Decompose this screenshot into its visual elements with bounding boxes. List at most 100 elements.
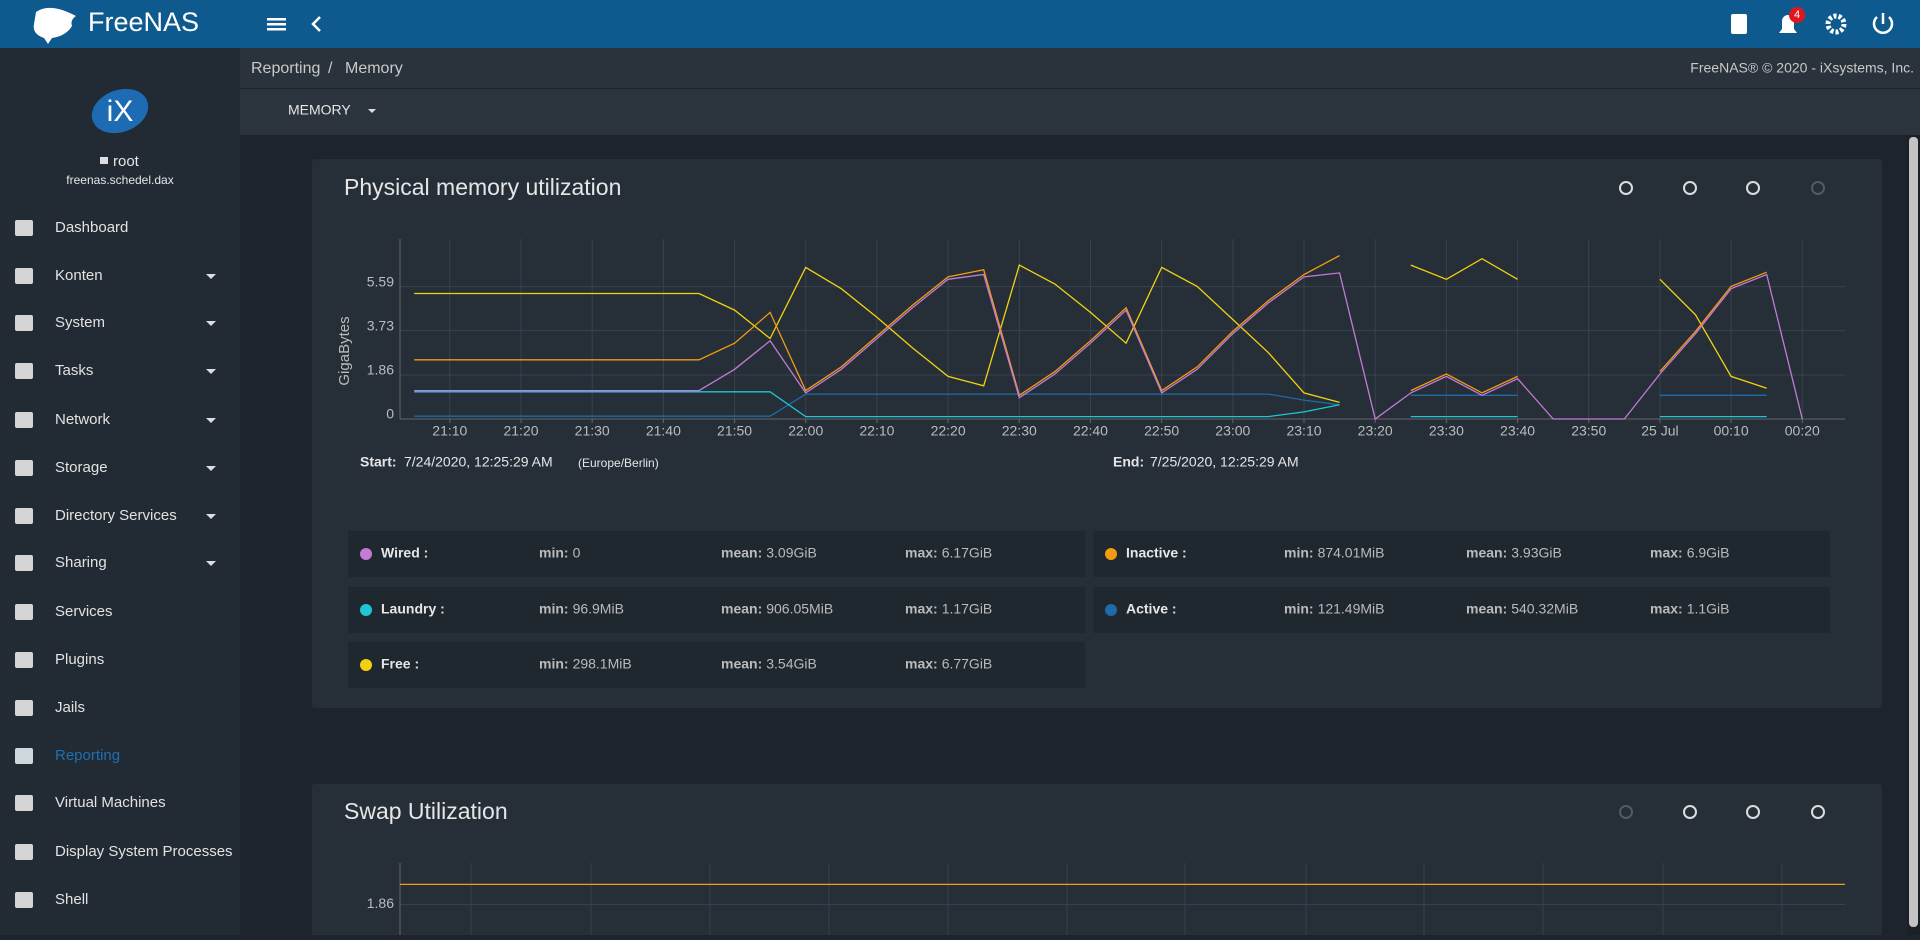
stat-value: 6.17GiB bbox=[942, 545, 993, 561]
scrollbar-thumb[interactable] bbox=[1909, 137, 1918, 927]
breadcrumb-item: Memory bbox=[345, 60, 403, 77]
stat-label: min: bbox=[539, 545, 569, 561]
x-tick-label: 22:10 bbox=[859, 423, 894, 439]
menu-item[interactable]: Directory Services bbox=[15, 507, 216, 524]
stat-label: mean: bbox=[721, 601, 762, 617]
tasks-button[interactable] bbox=[1731, 14, 1747, 34]
series-line bbox=[414, 257, 1767, 404]
menu-item[interactable]: Sharing bbox=[15, 554, 216, 571]
settings-button[interactable] bbox=[1825, 13, 1847, 35]
menu-item[interactable]: Reporting bbox=[15, 747, 120, 764]
memory-chart: Physical memory utilization GigaBytes 0 1.8… bbox=[336, 174, 1845, 688]
y-tick-label: 0 bbox=[386, 406, 394, 422]
menu-item[interactable]: Display System Processes bbox=[15, 843, 233, 860]
menu-item[interactable]: Jails bbox=[15, 699, 85, 716]
back-button[interactable] bbox=[311, 16, 321, 32]
legend-item[interactable]: Active : min: 121.49MiB mean: 540.32MiB max: 1… bbox=[1093, 587, 1830, 633]
menu-item[interactable]: Shell bbox=[15, 891, 88, 908]
menu-label: Shell bbox=[55, 891, 88, 908]
stat-label: mean: bbox=[721, 545, 762, 561]
menu-item[interactable]: Konten bbox=[15, 267, 216, 284]
menu-icon bbox=[15, 412, 33, 428]
icon-bar bbox=[267, 23, 286, 26]
menu-label: System bbox=[55, 314, 105, 331]
stat-value: 96.9MiB bbox=[573, 601, 624, 617]
legend-item[interactable]: Wired : min: 0 mean: 3.09GiB max: 6.17GiB bbox=[348, 531, 1085, 577]
start-label: Start: bbox=[360, 454, 397, 470]
host: freenas.schedel.dax bbox=[66, 173, 173, 187]
chart-control[interactable] bbox=[1811, 181, 1825, 195]
y-tick-label: 3.73 bbox=[367, 317, 394, 333]
stat-value: 874.01MiB bbox=[1318, 545, 1385, 561]
user: root bbox=[113, 153, 140, 170]
brand: FreeNAS bbox=[88, 7, 199, 37]
menu-icon bbox=[15, 460, 33, 476]
stat-value: 3.93GiB bbox=[1511, 545, 1562, 561]
stat-value: 3.09GiB bbox=[766, 545, 817, 561]
series-line bbox=[414, 393, 1767, 417]
expand-arrow bbox=[206, 274, 216, 279]
x-tick-label: 22:40 bbox=[1073, 423, 1108, 439]
menu-item[interactable]: Dashboard bbox=[15, 219, 128, 236]
legend-row bbox=[348, 587, 1085, 633]
x-tick-label: 22:20 bbox=[931, 423, 966, 439]
menu-icon bbox=[15, 555, 33, 571]
stat-label: max: bbox=[1650, 601, 1683, 617]
chart-control[interactable] bbox=[1746, 181, 1760, 195]
menu-label: Sharing bbox=[55, 554, 107, 571]
menu: Dashboard Konten System Tasks Network Storage… bbox=[15, 219, 233, 908]
x-tick-label: 21:50 bbox=[717, 423, 752, 439]
menu-label: Dashboard bbox=[55, 219, 128, 236]
chart-control[interactable] bbox=[1619, 181, 1633, 195]
legend-swatch bbox=[360, 604, 372, 616]
series-line bbox=[414, 391, 1767, 418]
tab-bar bbox=[240, 89, 1920, 135]
legend-swatch bbox=[360, 548, 372, 560]
menu-icon bbox=[15, 508, 33, 524]
chart-control[interactable] bbox=[1683, 181, 1697, 195]
menu-label: Storage bbox=[55, 459, 108, 476]
chart-control[interactable] bbox=[1746, 805, 1760, 819]
menu-item[interactable]: Storage bbox=[15, 459, 216, 476]
stat-value: 298.1MiB bbox=[573, 656, 632, 672]
menu-item[interactable]: Virtual Machines bbox=[15, 794, 166, 811]
legend-label: Laundry : bbox=[381, 601, 445, 617]
x-tick-label: 21:20 bbox=[503, 423, 538, 439]
start-value: 7/24/2020, 12:25:29 AM bbox=[404, 454, 553, 470]
chart-control[interactable] bbox=[1683, 805, 1697, 819]
expand-arrow bbox=[206, 321, 216, 326]
end-label: End: bbox=[1113, 454, 1144, 470]
legend-item[interactable]: Inactive : min: 874.01MiB mean: 3.93GiB max: 6… bbox=[1093, 531, 1830, 577]
stat-label: max: bbox=[905, 601, 938, 617]
breadcrumb-item[interactable]: Reporting bbox=[251, 60, 320, 77]
stat-value: 3.54GiB bbox=[766, 656, 817, 672]
legend-item[interactable]: Laundry : min: 96.9MiB mean: 906.05MiB max: 1.… bbox=[348, 587, 1085, 633]
x-tick-label: 23:30 bbox=[1429, 423, 1464, 439]
menu-item[interactable]: Plugins bbox=[15, 651, 104, 668]
menu-toggle[interactable] bbox=[267, 18, 286, 31]
stat-label: mean: bbox=[1466, 601, 1507, 617]
chart-control[interactable] bbox=[1619, 805, 1633, 819]
menu-item[interactable]: Network bbox=[15, 411, 216, 428]
x-tick-label: 23:10 bbox=[1286, 423, 1321, 439]
power-button[interactable] bbox=[1872, 13, 1894, 34]
menu-icon bbox=[15, 604, 33, 620]
stat-label: mean: bbox=[1466, 545, 1507, 561]
report-select[interactable]: MEMORY bbox=[288, 102, 376, 118]
menu-item[interactable]: Tasks bbox=[15, 362, 216, 379]
menu-item[interactable]: Services bbox=[15, 603, 113, 620]
legend-item[interactable]: Free : min: 298.1MiB mean: 3.54GiB max: 6.77Gi… bbox=[348, 642, 1085, 688]
menu-item[interactable]: System bbox=[15, 314, 216, 331]
chart-control[interactable] bbox=[1811, 805, 1825, 819]
menu-label: Display System Processes bbox=[55, 843, 233, 860]
menu-label: Reporting bbox=[55, 747, 120, 764]
menu-label: Virtual Machines bbox=[55, 794, 166, 811]
x-tick-label: 00:20 bbox=[1785, 423, 1820, 439]
brand-logo[interactable]: FreeNAS bbox=[33, 7, 199, 45]
x-tick-label: 23:40 bbox=[1500, 423, 1535, 439]
chart-title: Physical memory utilization bbox=[344, 174, 621, 200]
dropdown-arrow bbox=[368, 109, 376, 113]
